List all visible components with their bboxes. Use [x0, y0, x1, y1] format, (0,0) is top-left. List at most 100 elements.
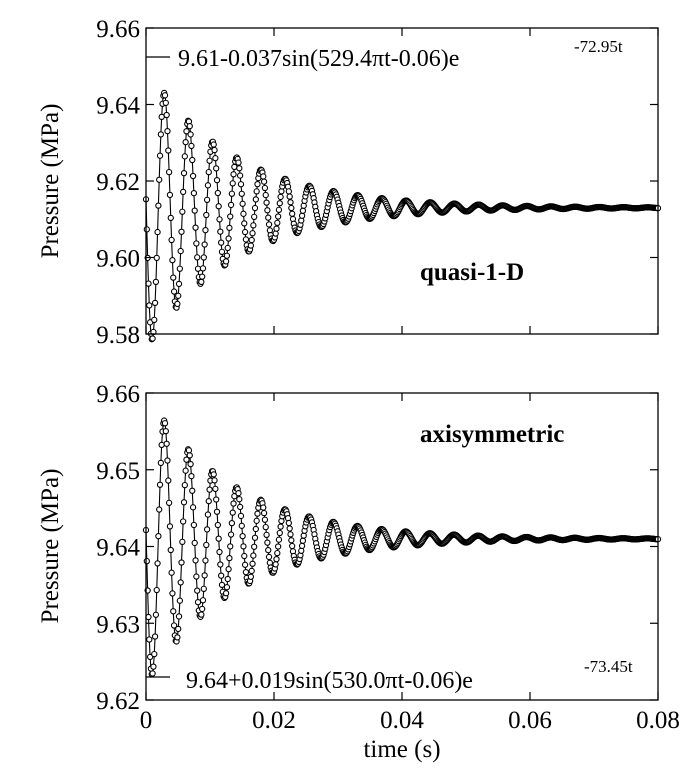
data-point-quasi-1d [273, 225, 280, 232]
data-point-axisymmetric [182, 467, 189, 474]
data-point-axisymmetric [149, 670, 156, 677]
data-point-axisymmetric [175, 625, 182, 633]
y-tick-label-axisymmetric: 9.65 [96, 458, 140, 485]
data-point-quasi-1d [198, 278, 205, 286]
y-tick-label-quasi-1d: 9.66 [96, 16, 140, 43]
data-point-axisymmetric [180, 518, 187, 525]
data-point-quasi-1d [193, 240, 200, 247]
data-point-quasi-1d [236, 165, 243, 172]
data-point-axisymmetric [151, 650, 158, 658]
data-point-quasi-1d [203, 211, 210, 219]
data-point-quasi-1d [247, 242, 255, 249]
data-point-axisymmetric [165, 477, 172, 484]
data-point-quasi-1d [261, 184, 269, 192]
data-point-axisymmetric [227, 531, 235, 538]
data-point-quasi-1d [240, 210, 247, 217]
data-point-quasi-1d [191, 207, 198, 214]
data-point-quasi-1d [179, 208, 186, 215]
data-point-quasi-1d [177, 247, 184, 255]
data-point-quasi-1d [241, 228, 249, 236]
data-point-quasi-1d [192, 224, 199, 231]
data-point-axisymmetric [163, 440, 170, 447]
data-point-axisymmetric [186, 452, 193, 459]
data-point-axisymmetric [241, 561, 249, 568]
equation-exponent-bottom: -73.45t [584, 657, 633, 676]
data-point-quasi-1d [156, 152, 164, 159]
data-point-quasi-1d [227, 213, 234, 220]
data-point-axisymmetric [200, 585, 207, 592]
data-point-axisymmetric [199, 597, 207, 604]
data-point-axisymmetric [213, 496, 220, 503]
data-point-quasi-1d [226, 224, 233, 232]
data-point-quasi-1d [213, 165, 220, 172]
data-point-quasi-1d [151, 316, 158, 324]
data-point-quasi-1d [187, 131, 194, 138]
data-point-quasi-1d [145, 280, 152, 287]
data-point-axisymmetric [272, 561, 279, 568]
data-point-axisymmetric [170, 608, 177, 615]
data-point-axisymmetric [224, 575, 231, 583]
y-tick-label-axisymmetric: 9.63 [96, 611, 140, 638]
data-point-quasi-1d [189, 172, 197, 180]
data-point-axisymmetric [218, 581, 226, 589]
data-point-quasi-1d [211, 146, 218, 154]
data-point-axisymmetric [162, 427, 169, 435]
data-point-quasi-1d [253, 188, 260, 195]
data-point-quasi-1d [276, 200, 283, 207]
data-point-axisymmetric [250, 552, 257, 559]
data-point-quasi-1d [241, 220, 248, 227]
data-point-axisymmetric [198, 611, 205, 618]
data-point-quasi-1d [175, 292, 182, 299]
data-point-axisymmetric [299, 537, 307, 544]
data-point-axisymmetric [179, 538, 186, 546]
data-point-quasi-1d [277, 193, 284, 201]
data-point-quasi-1d [285, 188, 293, 195]
y-tick-label-quasi-1d: 9.60 [96, 246, 140, 273]
data-point-axisymmetric [275, 536, 283, 543]
data-point-axisymmetric [152, 611, 160, 618]
data-point-quasi-1d [298, 212, 306, 219]
data-point-quasi-1d [200, 254, 207, 261]
data-point-axisymmetric [239, 532, 246, 540]
series-group-quasi-1d [142, 89, 662, 343]
data-point-axisymmetric [145, 613, 152, 621]
data-point-quasi-1d [169, 257, 176, 264]
data-point-quasi-1d [149, 335, 156, 342]
data-point-axisymmetric [150, 663, 157, 670]
data-point-quasi-1d [157, 131, 165, 138]
data-point-axisymmetric [265, 546, 272, 554]
panel-axisymmetric: 9.62 9.63 9.64 9.65 9.66 0 0.02 0.04 0.06 0.08 Pr… [37, 381, 680, 763]
data-point-axisymmetric [211, 477, 218, 484]
data-point-quasi-1d [189, 156, 196, 164]
series-line-axisymmetric [145, 419, 659, 676]
data-point-axisymmetric [222, 590, 230, 597]
data-point-axisymmetric [230, 500, 237, 507]
data-point-quasi-1d [228, 190, 236, 197]
y-tick-label-quasi-1d: 9.64 [96, 93, 140, 120]
data-point-axisymmetric [263, 531, 270, 539]
data-point-quasi-1d [230, 171, 237, 178]
data-point-quasi-1d [229, 180, 236, 187]
data-point-quasi-1d [254, 181, 261, 188]
data-point-quasi-1d [143, 226, 150, 233]
equation-text-bottom: 9.64+0.019sin(530.0πt-0.06)e [186, 668, 473, 694]
data-point-quasi-1d [215, 203, 222, 210]
data-point-quasi-1d [174, 300, 181, 308]
data-point-quasi-1d [205, 168, 212, 176]
data-point-quasi-1d [262, 191, 269, 199]
data-point-axisymmetric [251, 534, 259, 541]
data-point-axisymmetric [202, 557, 209, 564]
data-point-quasi-1d [263, 199, 270, 206]
panel-quasi-1d: 9.58 9.60 9.62 9.64 9.66 Pressure (MPa) quas… [37, 16, 662, 349]
data-point-quasi-1d [213, 177, 221, 184]
data-point-axisymmetric [214, 521, 221, 529]
data-point-axisymmetric [203, 541, 210, 549]
equation-exponent-top: -72.95t [574, 37, 623, 56]
data-point-quasi-1d [178, 228, 185, 235]
data-point-axisymmetric [181, 481, 188, 489]
data-point-quasi-1d [190, 189, 198, 197]
data-point-axisymmetric [158, 441, 165, 449]
data-point-axisymmetric [277, 523, 284, 530]
data-point-quasi-1d [216, 216, 223, 223]
data-point-quasi-1d [265, 214, 272, 221]
